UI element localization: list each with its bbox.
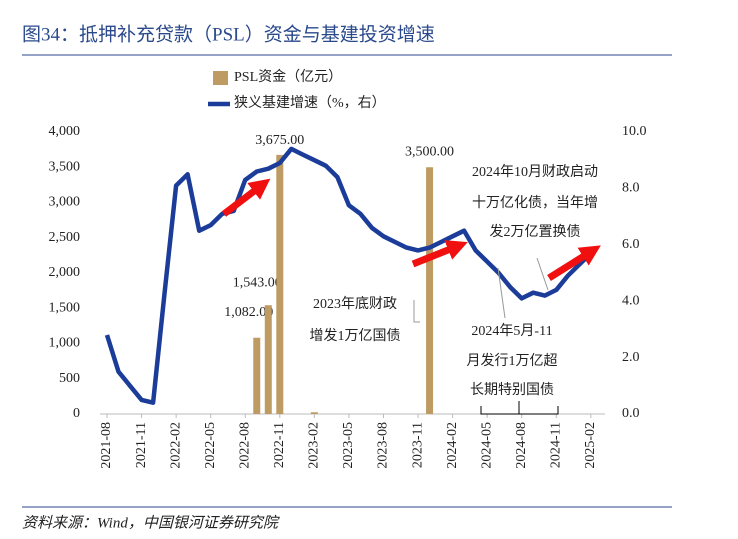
- arrow: [221, 178, 271, 217]
- x-tick-label: 2022-02: [168, 422, 183, 469]
- x-tick-label: 2022-11: [272, 422, 287, 468]
- annotation: 2024年10月财政启动: [472, 164, 598, 180]
- annotation: 十万亿化债，当年增: [472, 195, 598, 211]
- line: [104, 146, 593, 405]
- y-tick-label: 2,500: [49, 230, 81, 245]
- x-tick-label: 2023-11: [410, 422, 425, 468]
- y2-tick-label: 8.0: [622, 181, 640, 196]
- annotation: 长期特别国债: [470, 382, 554, 398]
- callout-line: [413, 300, 420, 323]
- annotation: 月发行1万亿超: [467, 353, 558, 369]
- bar: [276, 154, 284, 414]
- bar: [264, 305, 272, 414]
- annotations: 2024年10月财政启动 十万亿化债，当年增 发2万亿置换债 2023年底财政 …: [221, 164, 601, 415]
- y2-tick-label: 4.0: [622, 293, 640, 308]
- bar: [310, 412, 318, 414]
- arrow: [411, 240, 468, 268]
- legend-label: PSL资金（亿元）: [234, 69, 342, 85]
- y-tick-label: 2,000: [49, 265, 81, 280]
- x-tick-label: 2023-08: [376, 422, 391, 469]
- y2-tick-label: 10.0: [622, 124, 647, 139]
- bar: [253, 337, 261, 414]
- legend-label: 狭义基建增速（%，右）: [234, 94, 386, 111]
- x-tick-label: 2024-08: [514, 422, 529, 469]
- annotation: 发2万亿置换债: [490, 223, 581, 240]
- source: 资料来源：Wind，中国银河证券研究院: [22, 514, 280, 531]
- y-tick-label: 0: [73, 406, 80, 421]
- annotation: 2024年5月-11: [471, 323, 552, 339]
- chart-title: 图34：抵押补充贷款（PSL）资金与基建投资增速: [22, 23, 435, 45]
- x-tick-label: 2022-08: [237, 422, 252, 469]
- data-label: 1,082.00: [224, 305, 273, 320]
- callout-line: [536, 257, 549, 291]
- legend-swatch: [213, 71, 228, 85]
- x-tick-label: 2021-11: [134, 422, 149, 468]
- x-tick-label: 2024-02: [445, 422, 460, 469]
- x-tick-label: 2022-05: [203, 422, 218, 469]
- data-label: 1,543.00: [233, 275, 282, 290]
- data-label: 3,500.00: [405, 144, 454, 159]
- bar: [426, 167, 434, 414]
- y2-tick-label: 0.0: [622, 406, 640, 421]
- y-tick-label: 3,000: [49, 195, 81, 210]
- x-tick-label: 2025-02: [583, 422, 598, 469]
- x-tick-label: 2021-08: [99, 422, 114, 469]
- y2-tick-label: 6.0: [622, 237, 640, 252]
- callout-line: [497, 267, 506, 319]
- bracket: [480, 401, 559, 415]
- x-tick-label: 2024-05: [479, 422, 494, 469]
- annotation: 增发1万亿国债: [310, 328, 401, 344]
- y-tick-label: 1,500: [49, 300, 81, 315]
- annotation: 2023年底财政: [313, 296, 397, 312]
- x-tick-label: 2023-02: [307, 422, 322, 469]
- y-tick-label: 4,000: [49, 124, 81, 139]
- x-tick-label: 2023-05: [341, 422, 356, 469]
- y-tick-label: 3,500: [49, 159, 81, 174]
- data-label: 3,675.00: [255, 133, 304, 148]
- arrow: [547, 245, 601, 281]
- y-tick-label: 500: [59, 371, 80, 386]
- y-tick-label: 1,000: [49, 336, 81, 351]
- y2-tick-label: 2.0: [622, 350, 640, 365]
- x-tick-label: 2024-11: [548, 422, 563, 468]
